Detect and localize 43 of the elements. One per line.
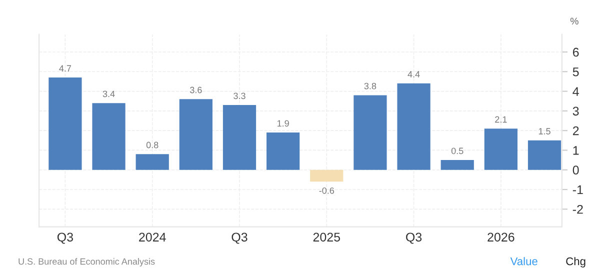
- bar: [92, 103, 126, 170]
- data-label: 3.8: [364, 82, 376, 90]
- x-tick-label: Q3: [406, 232, 422, 244]
- y-tick-label: 2: [572, 126, 579, 136]
- y-tick-label: 5: [572, 68, 579, 76]
- bar: [440, 160, 474, 170]
- text: U.S. Bureau of Economic Analysis: [18, 258, 155, 266]
- data-label: 3.4: [102, 90, 115, 98]
- y-tick-label: 1: [573, 146, 579, 155]
- bar: [354, 95, 387, 170]
- y-axis-title: %: [570, 18, 578, 25]
- data-label: 4.7: [59, 65, 72, 72]
- data-label: 0.5: [451, 148, 464, 154]
- bar: [222, 105, 256, 170]
- text: Value: [510, 257, 538, 266]
- data-label: 1.9: [277, 120, 289, 127]
- x-tick-label: Q3: [57, 232, 73, 244]
- bar: [397, 83, 430, 170]
- y-tick-label: -2: [572, 204, 583, 214]
- y-tick-label: 4: [572, 87, 579, 96]
- bar: [484, 128, 518, 170]
- data-label: 1.5: [538, 128, 550, 134]
- x-tick-label: 2024: [139, 232, 166, 242]
- bar: [528, 140, 562, 170]
- bar: [179, 99, 212, 170]
- data-label: 4.4: [408, 71, 420, 78]
- text: Chg: [566, 257, 586, 268]
- y-tick-label: 0: [572, 166, 579, 175]
- x-tick-label: 2025: [313, 232, 340, 242]
- data-label: 3.6: [190, 86, 202, 94]
- y-tick-label: -1: [572, 185, 583, 194]
- data-label: -0.6: [319, 187, 334, 194]
- data-label: 3.3: [234, 92, 246, 100]
- bar: [266, 132, 300, 170]
- y-tick-label: 3: [572, 106, 579, 116]
- bar: [136, 154, 169, 170]
- bar: [310, 170, 344, 182]
- data-label: 0.8: [146, 142, 158, 148]
- x-tick-label: 2026: [488, 232, 514, 242]
- x-tick-label: Q3: [232, 232, 248, 244]
- bar: [48, 78, 82, 170]
- data-label: 2.1: [495, 116, 507, 123]
- y-tick-label: 6: [572, 48, 579, 57]
